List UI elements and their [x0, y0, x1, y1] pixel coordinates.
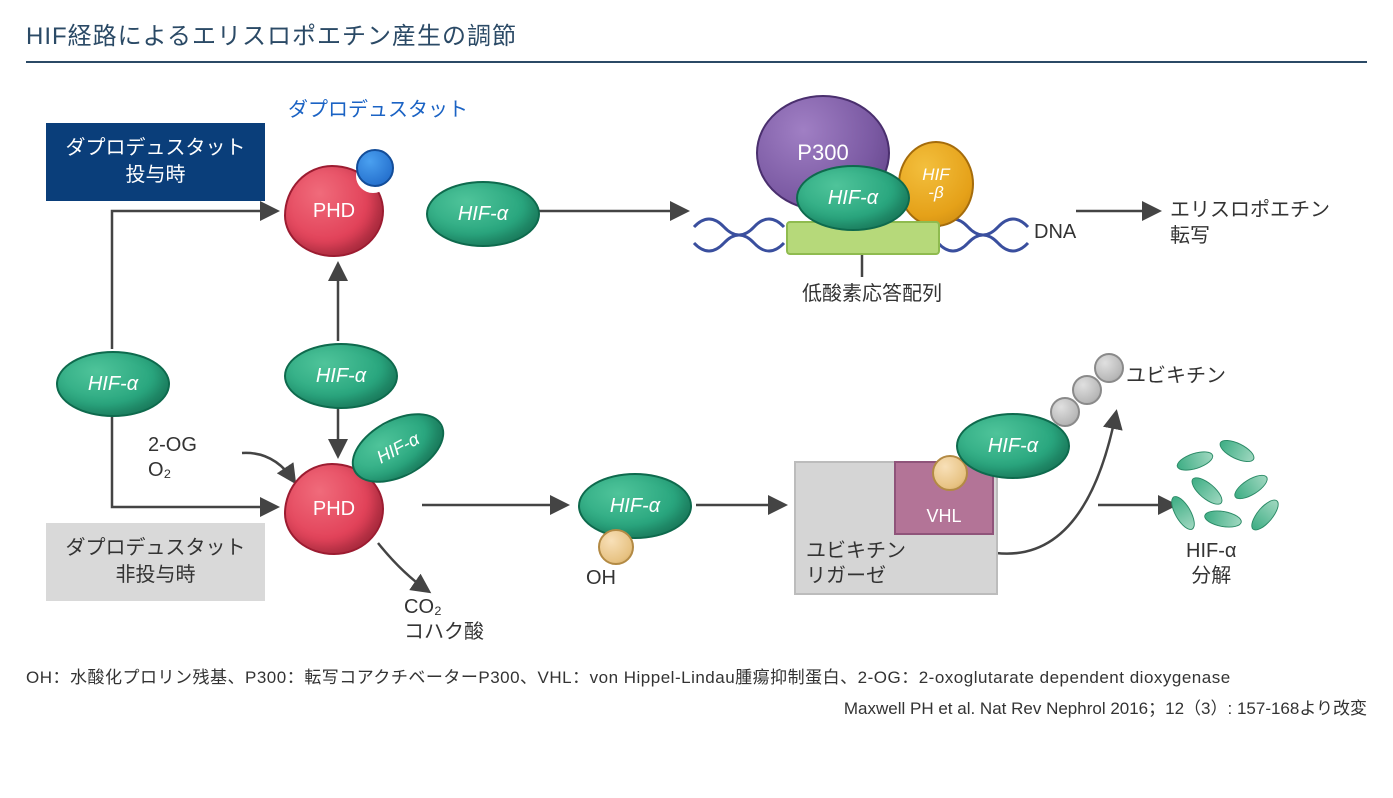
hif-alpha-complex: HIF-α: [796, 165, 910, 231]
arrow-outputs-out: [378, 543, 428, 591]
title-rule: [26, 61, 1367, 63]
hif-beta-l1: HIF: [922, 165, 949, 184]
oh-bead: [598, 529, 634, 565]
oh-label: OH: [586, 567, 616, 590]
dna-left: [694, 219, 784, 251]
outputs-l1: CO₂: [404, 596, 442, 618]
inputs-label: 2-OG O₂: [148, 433, 197, 483]
footnote: OH：水酸化プロリン残基、P300：転写コアクチベーターP300、VHL：von…: [26, 663, 1367, 688]
hif-alpha-top-right: HIF-α: [426, 181, 540, 247]
citation: Maxwell PH et al. Nat Rev Nephrol 2016；1…: [26, 694, 1367, 719]
ubiquitin-3: [1094, 353, 1124, 383]
inputs-l1: 2-OG: [148, 434, 197, 456]
drug-ball: [356, 149, 394, 187]
inputs-l2: O₂: [148, 459, 171, 481]
outputs-l2: コハク酸: [404, 621, 484, 643]
page-title: HIF経路によるエリスロポエチン産生の調節: [26, 16, 1367, 51]
ligase-l1: ユビキチン: [806, 540, 906, 562]
ligase-label: ユビキチン リガーゼ: [806, 539, 906, 589]
degrade-l1: HIF-α: [1186, 540, 1236, 562]
hif-beta-l2: -β: [928, 183, 943, 202]
drug-label: ダプロデュスタット: [288, 93, 468, 122]
degrade-l2: 分解: [1191, 565, 1231, 587]
epo-label: エリスロポエチン 転写: [1170, 197, 1330, 249]
arrow-inputs-in: [242, 453, 294, 481]
epo-l1: エリスロポエチン: [1170, 199, 1330, 221]
diagram-canvas: ダプロデュスタット 投与時 ダプロデュスタット 非投与時: [26, 93, 1367, 653]
outputs-label: CO₂ コハク酸: [404, 595, 484, 645]
hre-label: 低酸素応答配列: [802, 277, 942, 306]
phd-top-label: PHD: [313, 200, 355, 223]
hif-alpha-on-vhl: HIF-α: [956, 413, 1070, 479]
ligase-l2: リガーゼ: [806, 565, 886, 587]
arrow-left-to-top: [112, 211, 276, 349]
ubiquitin-2: [1072, 375, 1102, 405]
ubiquitin-1: [1050, 397, 1080, 427]
hif-beta: HIF-β: [898, 141, 974, 227]
epo-l2: 転写: [1170, 225, 1210, 247]
phd-bottom-label: PHD: [313, 498, 355, 521]
hif-alpha-mid: HIF-α: [284, 343, 398, 409]
hif-alpha-left: HIF-α: [56, 351, 170, 417]
degrade-label: HIF-α 分解: [1186, 539, 1236, 589]
dna-label: DNA: [1034, 221, 1076, 244]
dna-right: [938, 219, 1028, 251]
ubiquitin-label: ユビキチン: [1126, 359, 1226, 388]
hif-alpha-oh: HIF-α: [578, 473, 692, 539]
